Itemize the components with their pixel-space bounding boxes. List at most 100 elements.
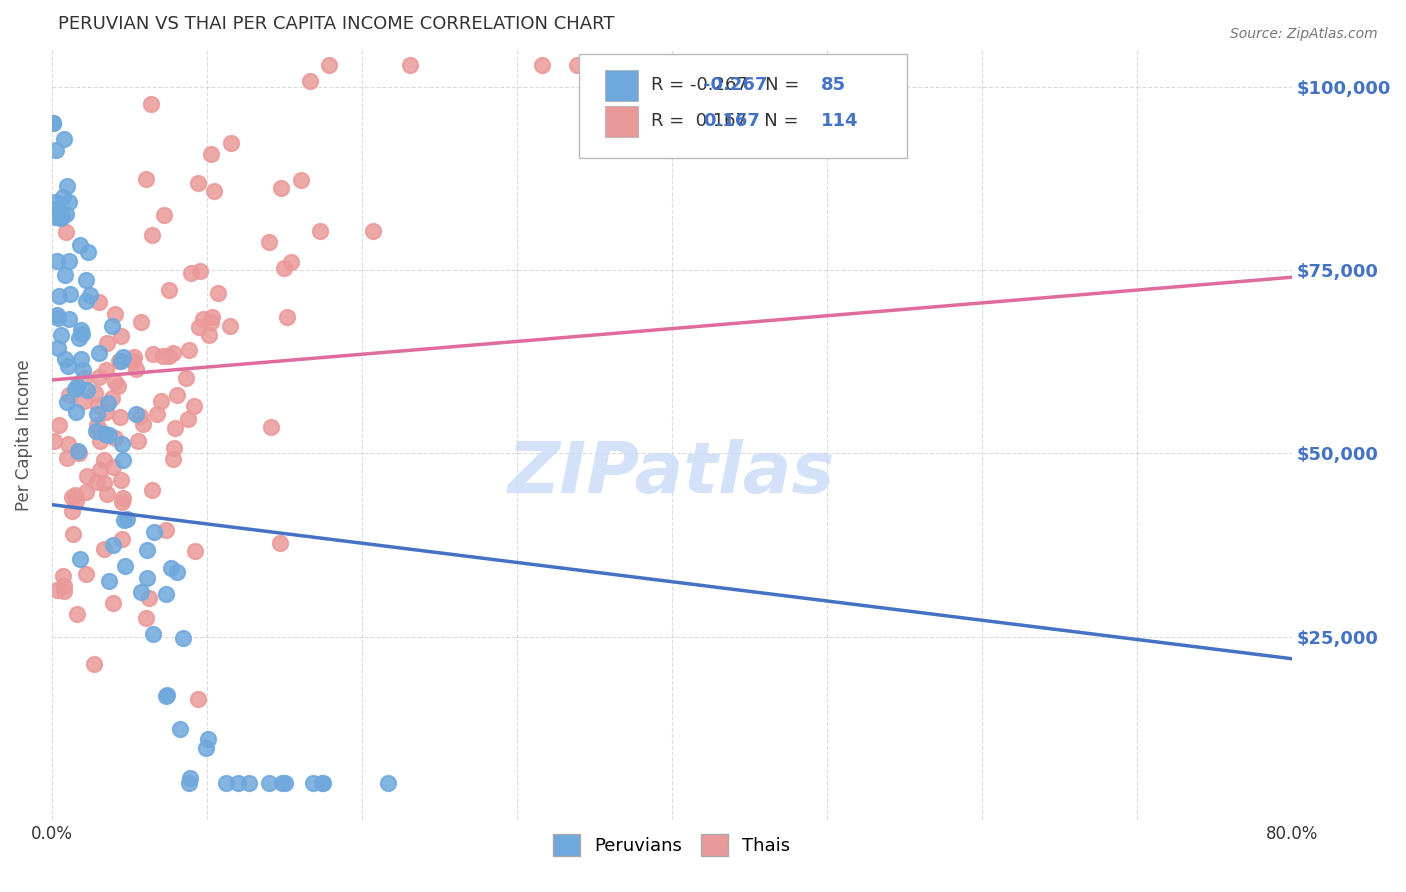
Point (83, 386, 105, 401)
Point (84, 425, 107, 439)
Point (530, 57, 553, 71)
Point (302, 776, 325, 790)
Point (73, 394, 96, 409)
Point (53, 352, 76, 367)
Point (117, 512, 139, 526)
Point (96, 487, 118, 501)
Point (131, 417, 153, 432)
Text: 85: 85 (821, 77, 845, 95)
Point (202, 184, 225, 198)
Point (60, 491, 83, 505)
Point (45, 143, 67, 157)
FancyBboxPatch shape (605, 106, 638, 136)
Point (274, 776, 297, 790)
Point (66, 607, 89, 621)
Point (53, 268, 76, 282)
Point (177, 412, 200, 426)
Point (162, 346, 184, 360)
Point (112, 491, 135, 505)
Point (69, 238, 91, 252)
Point (135, 610, 157, 624)
Point (257, 235, 280, 249)
Point (152, 208, 174, 222)
FancyBboxPatch shape (605, 70, 638, 101)
Point (87, 294, 110, 309)
Point (56, 437, 79, 451)
Point (177, 343, 200, 357)
Point (63, 382, 86, 396)
Point (56, 451, 79, 466)
Text: PERUVIAN VS THAI PER CAPITA INCOME CORRELATION CHART: PERUVIAN VS THAI PER CAPITA INCOME CORRE… (58, 15, 614, 33)
Point (135, 571, 157, 585)
Point (172, 631, 194, 645)
Point (276, 310, 298, 324)
Point (142, 524, 165, 539)
Text: -0.267: -0.267 (703, 77, 768, 95)
Point (89, 463, 111, 477)
Point (312, 776, 335, 790)
Point (125, 362, 148, 376)
Point (163, 442, 186, 456)
Point (141, 228, 163, 243)
Point (187, 176, 209, 190)
Point (141, 483, 163, 497)
Point (169, 723, 191, 737)
Point (150, 394, 173, 409)
Point (75, 273, 97, 287)
Point (44, 202, 66, 217)
Point (104, 376, 127, 390)
Point (96, 405, 118, 419)
Point (156, 688, 179, 702)
Point (89, 434, 111, 448)
Point (46, 253, 69, 268)
Point (86, 475, 108, 490)
Point (93, 426, 115, 441)
Point (83, 657, 105, 672)
Point (58, 388, 80, 402)
Point (318, 57, 340, 71)
Point (63, 488, 86, 502)
Point (70, 327, 93, 342)
Point (707, 57, 730, 71)
Point (309, 224, 332, 238)
Point (48, 289, 70, 303)
Point (87, 346, 110, 360)
Point (98, 428, 121, 442)
Point (200, 146, 222, 161)
Legend: Peruvians, Thais: Peruvians, Thais (544, 825, 800, 865)
Point (162, 451, 184, 466)
Point (299, 74, 322, 88)
Point (107, 353, 129, 368)
Point (257, 776, 280, 790)
Point (184, 544, 207, 558)
Point (46, 311, 69, 326)
Point (45, 309, 67, 323)
Point (104, 307, 127, 321)
Point (76, 383, 98, 397)
Point (55, 225, 77, 239)
Point (111, 350, 134, 364)
Point (110, 473, 132, 487)
Point (52, 132, 75, 146)
Point (76, 468, 98, 483)
Point (77, 245, 100, 260)
Point (58, 312, 80, 326)
Point (260, 420, 283, 434)
Point (87, 400, 110, 414)
Point (75, 484, 97, 499)
Point (146, 407, 169, 421)
Point (86, 407, 108, 421)
Text: R =  0.167   N =: R = 0.167 N = (651, 112, 804, 130)
Point (86, 417, 108, 432)
Point (157, 283, 180, 297)
Point (75, 294, 97, 309)
Point (198, 327, 221, 342)
Point (159, 349, 181, 363)
Point (51, 569, 73, 583)
Point (160, 561, 183, 575)
Point (311, 776, 333, 790)
Text: Source: ZipAtlas.com: Source: ZipAtlas.com (1230, 27, 1378, 41)
Point (122, 350, 145, 364)
Point (377, 776, 399, 790)
Point (56, 178, 79, 193)
